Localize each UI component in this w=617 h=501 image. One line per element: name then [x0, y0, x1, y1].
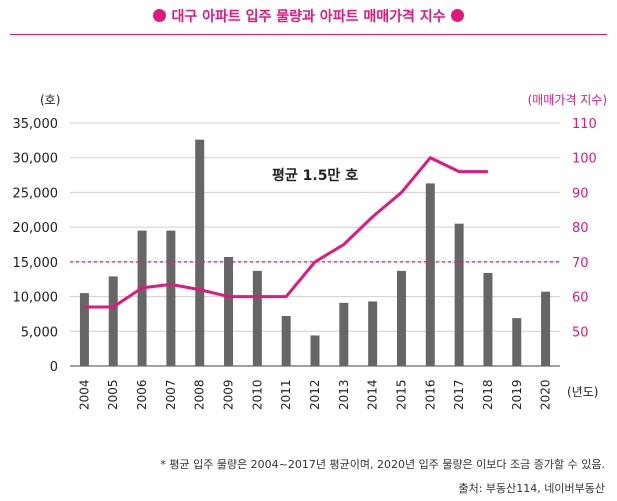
bar [79, 293, 89, 366]
x-axis-title: (년도) [567, 385, 598, 399]
bar [483, 272, 493, 366]
bar [368, 301, 378, 366]
x-tick-label: 2014 [366, 379, 380, 410]
x-tick-label: 2005 [106, 379, 120, 410]
x-tick-label: 2011 [279, 379, 293, 410]
bullet-dot-left [152, 9, 166, 22]
bar [195, 139, 205, 366]
right-tick-label: 70 [572, 256, 589, 271]
bar [396, 270, 406, 366]
right-tick-label: 60 [572, 291, 589, 306]
bar [108, 276, 118, 366]
x-tick-label: 2019 [510, 379, 524, 410]
left-tick-label: 35,000 [13, 117, 59, 132]
price-index-line [84, 156, 488, 309]
right-tick-label: 100 [572, 152, 597, 167]
bar [224, 256, 234, 366]
right-tick-label: 90 [572, 186, 589, 201]
left-tick-label: 15,000 [13, 256, 59, 271]
bar [137, 230, 147, 366]
bar [252, 270, 262, 366]
left-axis-title: (호) [40, 93, 60, 107]
left-tick-label: 25,000 [13, 186, 59, 201]
bar [512, 318, 522, 366]
x-tick-label: 2020 [539, 379, 553, 410]
left-tick-label: 20,000 [13, 221, 59, 236]
footnote: * 평균 입주 물량은 2004~2017년 평균이며, 2020년 입주 물량… [160, 458, 605, 471]
right-axis-title: (매매가격 지수) [528, 93, 607, 107]
x-tick-label: 2018 [481, 379, 495, 410]
bar [310, 335, 320, 366]
bar [166, 230, 176, 366]
x-tick-label: 2016 [423, 379, 437, 410]
left-tick-label: 5,000 [21, 325, 58, 340]
bar [425, 183, 435, 366]
x-tick-label: 2013 [337, 379, 351, 410]
left-tick-label: 10,000 [13, 291, 59, 306]
bar [281, 316, 291, 366]
x-tick-label: 2009 [222, 379, 236, 410]
left-tick-label: 30,000 [13, 152, 59, 167]
right-tick-label: 80 [572, 221, 589, 236]
x-tick-label: 2004 [77, 379, 91, 410]
x-tick-label: 2015 [394, 379, 408, 410]
right-tick-label: 50 [572, 325, 589, 340]
source-text: 출처: 부동산114, 네이버부동산 [458, 482, 605, 495]
x-tick-label: 2010 [250, 379, 264, 410]
bar [339, 302, 349, 366]
average-label: 평균 1.5만 호 [272, 167, 358, 184]
x-tick-label: 2012 [308, 379, 322, 410]
chart-title-text: 대구 아파트 입주 물량과 아파트 매매가격 지수 [171, 9, 446, 25]
chart-title: 대구 아파트 입주 물량과 아파트 매매가격 지수 [0, 6, 617, 26]
x-tick-label: 2017 [452, 379, 466, 410]
x-tick-label: 2008 [193, 379, 207, 410]
x-tick-label: 2007 [164, 379, 178, 410]
bar [541, 291, 551, 366]
x-tick-label: 2006 [135, 379, 149, 410]
bullet-dot-right [451, 9, 465, 22]
right-tick-label: 110 [572, 117, 597, 132]
left-tick-label: 0 [50, 360, 58, 375]
title-divider [10, 34, 607, 35]
bar [454, 223, 464, 366]
